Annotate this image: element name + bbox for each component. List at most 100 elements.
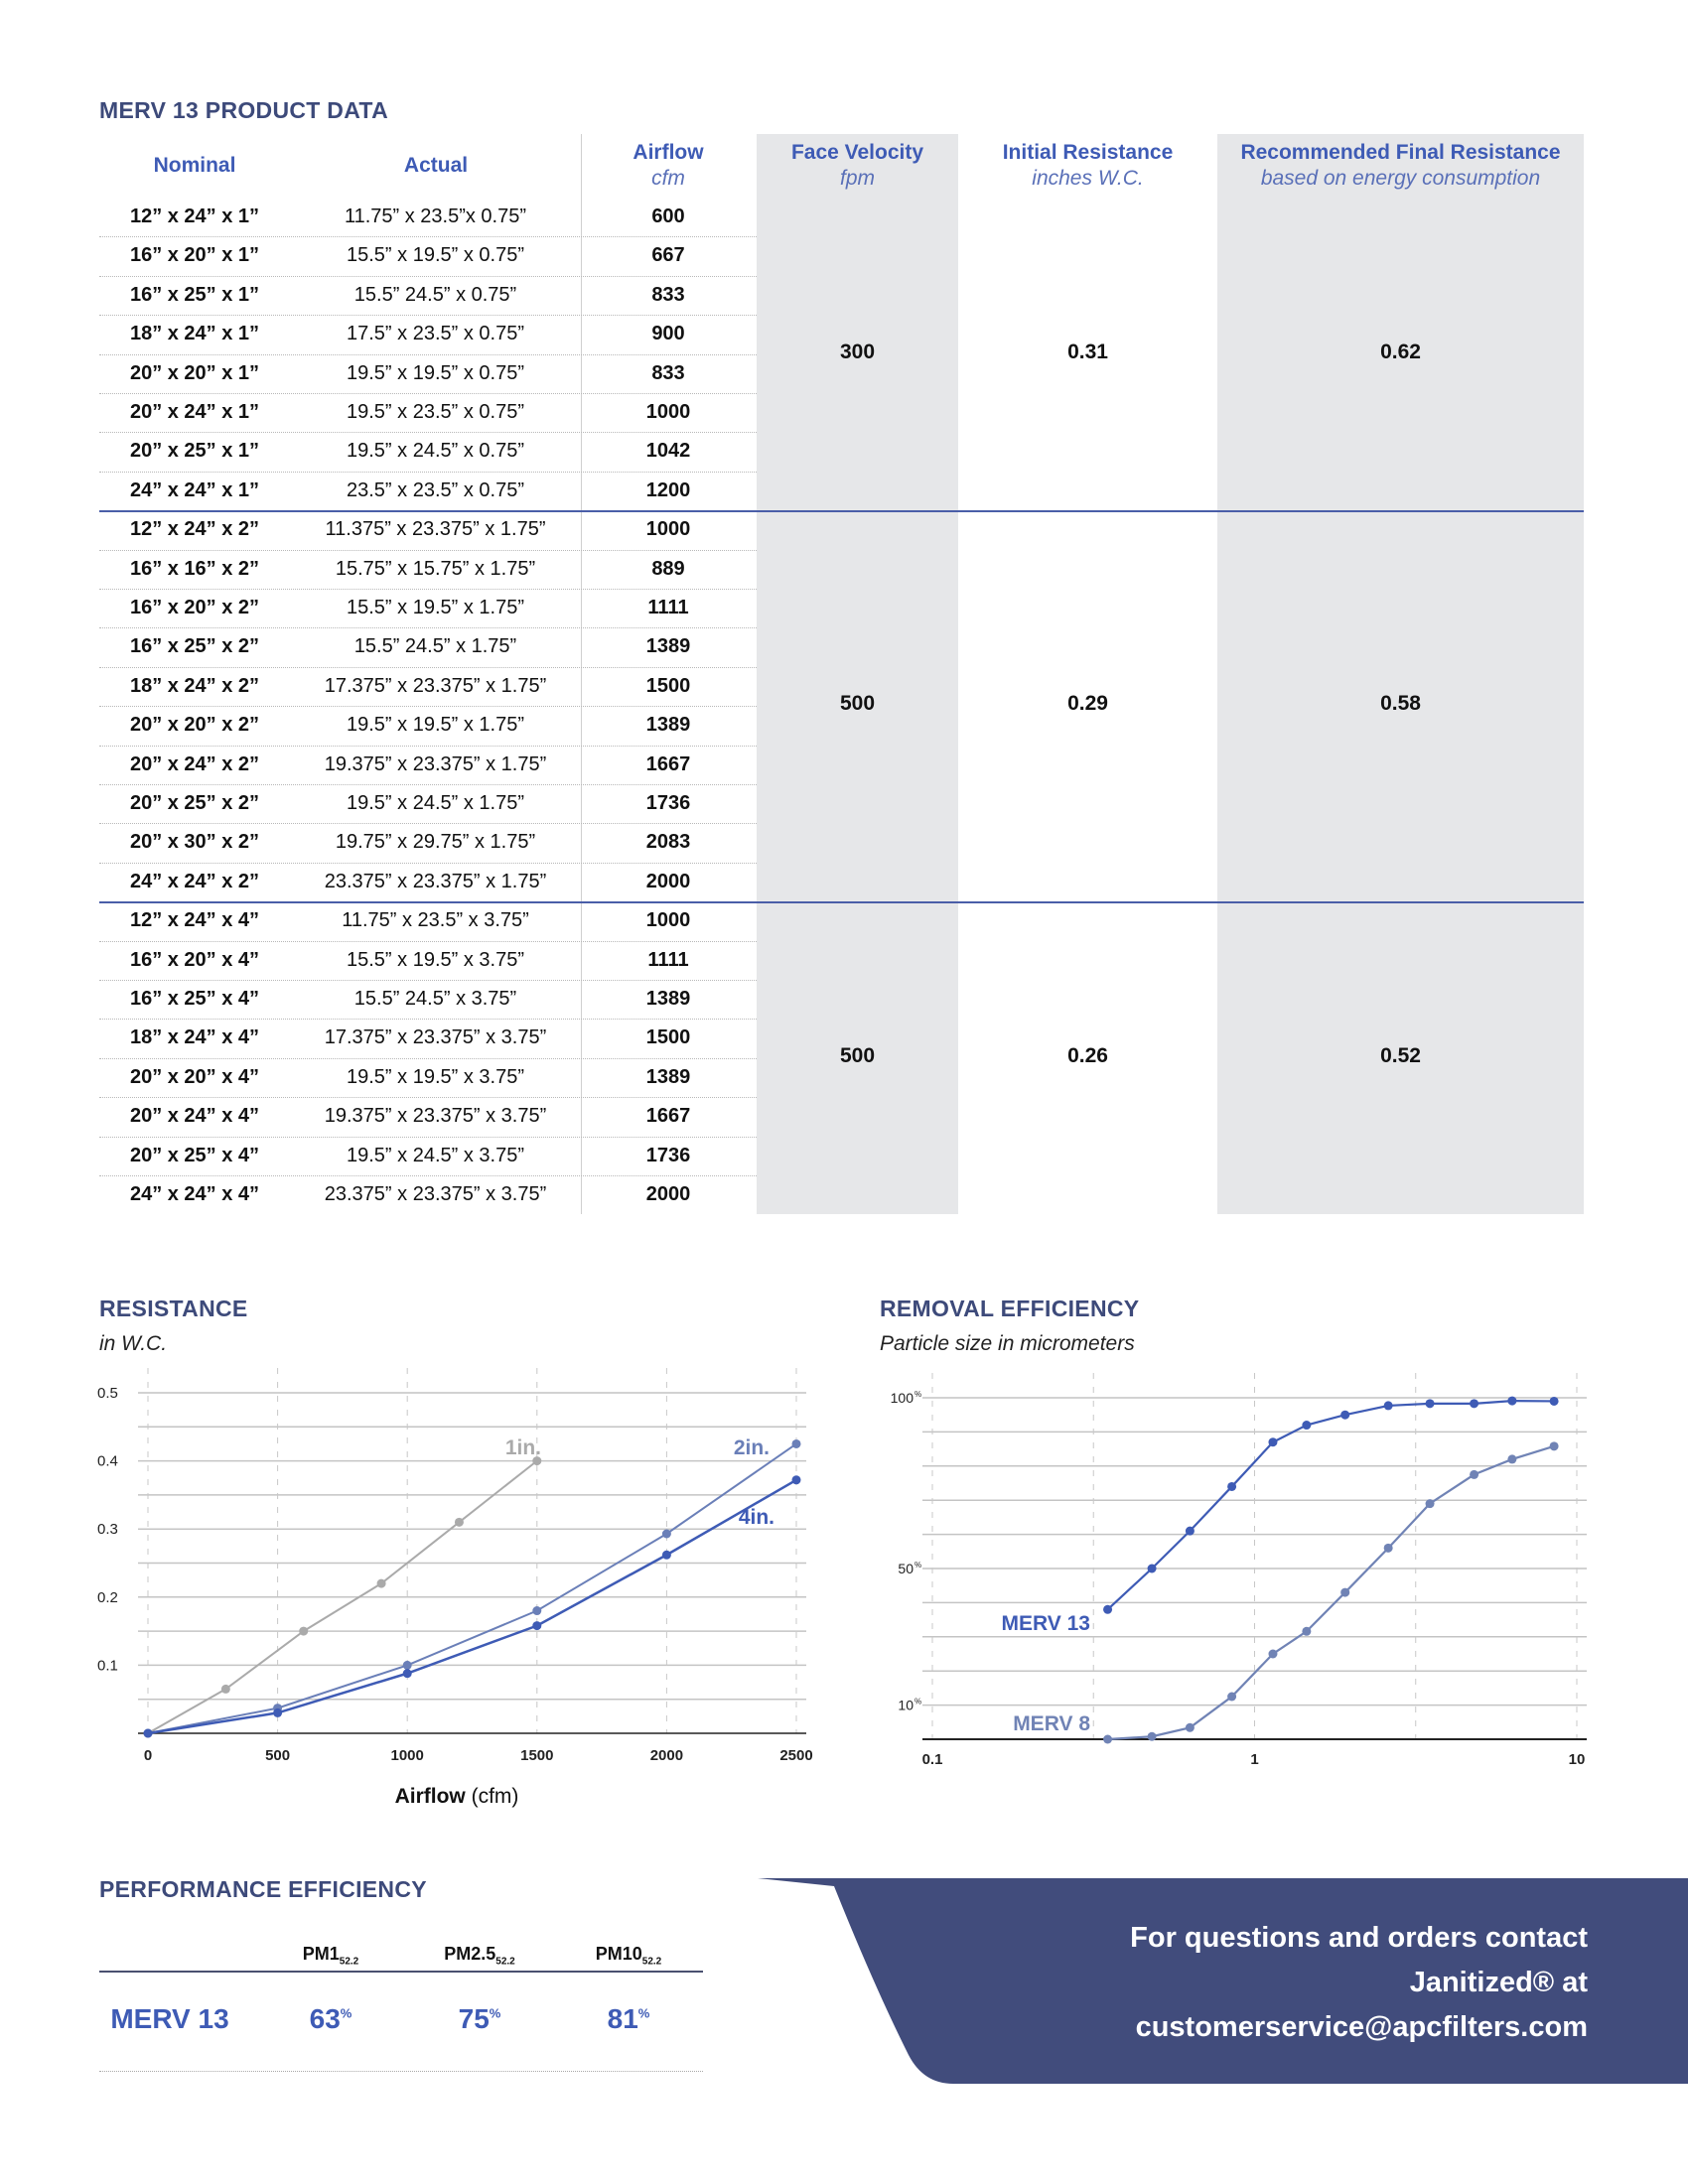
data-point xyxy=(454,1517,464,1527)
y-tick-label: 100 xyxy=(891,1390,914,1406)
data-point xyxy=(1425,1399,1435,1409)
cell-airflow: 2000 xyxy=(645,870,691,892)
group-divider xyxy=(99,510,1584,513)
cell-nominal: 12” x 24” x 2” xyxy=(129,518,260,541)
cell-actual: 11.375” x 23.375” x 1.75” xyxy=(325,518,546,541)
cell-nominal: 16” x 16” x 2” xyxy=(129,557,260,580)
cell-initial-resistance: 0.31 xyxy=(1067,340,1108,363)
column-divider xyxy=(581,134,582,1214)
data-point xyxy=(791,1475,801,1485)
data-point xyxy=(1340,1587,1350,1597)
cell-actual: 23.5” x 23.5” x 0.75” xyxy=(347,478,524,501)
performance-title: PERFORMANCE EFFICIENCY xyxy=(99,1876,427,1902)
cell-airflow: 833 xyxy=(651,361,685,384)
cell-nominal: 16” x 25” x 1” xyxy=(129,283,260,306)
data-point xyxy=(1268,1437,1278,1447)
y-tick-percent: % xyxy=(914,1390,921,1399)
cell-airflow: 1000 xyxy=(645,909,691,932)
cell-actual: 19.5” x 23.5” x 0.75” xyxy=(347,401,524,423)
cell-airflow: 1667 xyxy=(645,752,691,775)
perf-value-pm1: 63% xyxy=(271,2003,390,2035)
data-point xyxy=(1227,1481,1237,1491)
cell-actual: 11.75” x 23.5”x 0.75” xyxy=(344,205,527,227)
data-point xyxy=(532,1606,542,1616)
cell-actual: 17.5” x 23.5” x 0.75” xyxy=(347,323,524,345)
data-point xyxy=(402,1660,412,1670)
header-face-velocity-label: Face Velocity xyxy=(790,141,924,164)
cell-nominal: 20” x 25” x 2” xyxy=(129,792,260,814)
cell-nominal: 20” x 25” x 1” xyxy=(129,440,260,463)
cell-face-velocity: 300 xyxy=(839,340,876,363)
row-divider xyxy=(99,980,757,981)
x-axis-label-text: Airflow xyxy=(394,1785,466,1808)
cell-actual: 19.5” x 24.5” x 1.75” xyxy=(347,792,524,814)
row-divider xyxy=(99,940,757,942)
perf-value-pm10: 81% xyxy=(569,2003,688,2035)
cell-airflow: 1667 xyxy=(645,1105,691,1128)
percent-unit: % xyxy=(489,2005,501,2021)
row-divider xyxy=(99,666,757,668)
row-divider xyxy=(99,1057,757,1059)
cell-nominal: 20” x 30” x 2” xyxy=(129,831,260,854)
data-point xyxy=(1425,1499,1435,1509)
row-divider xyxy=(99,393,757,394)
perf-value-pm25: 75% xyxy=(420,2003,539,2035)
series-line-2in xyxy=(147,1442,797,1734)
row-divider xyxy=(99,823,757,825)
cell-actual: 19.5” x 24.5” x 3.75” xyxy=(347,1144,524,1166)
data-point xyxy=(1302,1626,1312,1636)
y-tick-percent: % xyxy=(914,1698,921,1706)
row-divider xyxy=(99,706,757,708)
cell-actual: 11.75” x 23.5” x 3.75” xyxy=(342,909,529,932)
cell-airflow: 1000 xyxy=(645,401,691,423)
x-tick-label: 2500 xyxy=(779,1747,812,1764)
x-tick-label: 0.1 xyxy=(922,1751,943,1768)
header-final-resistance-note: based on energy consumption xyxy=(1260,167,1541,190)
data-point xyxy=(1507,1396,1517,1406)
y-tick-label: 50 xyxy=(898,1561,914,1576)
contact-line-2: Janitized® at xyxy=(1409,1967,1588,1998)
cell-nominal: 16” x 20” x 2” xyxy=(129,597,260,618)
perf-col-pm10: PM1052.2 xyxy=(569,1944,688,1968)
row-divider xyxy=(99,1175,757,1176)
y-tick-label: 10 xyxy=(898,1698,914,1713)
header-initial-resistance-unit: inches W.C. xyxy=(1032,167,1144,190)
row-divider xyxy=(99,549,757,551)
cell-airflow: 2083 xyxy=(645,831,691,854)
x-axis-label-unit: (cfm) xyxy=(471,1785,519,1808)
cell-actual: 19.5” x 24.5” x 0.75” xyxy=(347,440,524,463)
data-point xyxy=(1185,1526,1195,1536)
header-airflow-unit: cfm xyxy=(651,167,685,190)
cell-actual: 19.375” x 23.375” x 3.75” xyxy=(324,1105,547,1128)
contact-line-1: For questions and orders contact xyxy=(1130,1922,1588,1954)
resistance-x-axis-label: Airflow (cfm) xyxy=(298,1785,616,1809)
row-divider xyxy=(99,862,757,864)
cell-nominal: 16” x 20” x 4” xyxy=(129,948,260,971)
y-tick-label: 0.1 xyxy=(97,1657,118,1674)
row-divider xyxy=(99,1097,757,1099)
perf-col-sub: 52.2 xyxy=(339,1956,359,1968)
cell-final-resistance: 0.58 xyxy=(1380,692,1421,716)
final-resistance-column-shade xyxy=(1217,134,1584,1214)
cell-actual: 23.375” x 23.375” x 1.75” xyxy=(324,870,547,892)
cell-initial-resistance: 0.26 xyxy=(1067,1043,1108,1067)
data-point xyxy=(299,1626,309,1636)
data-point xyxy=(1302,1421,1312,1431)
row-divider xyxy=(99,1136,757,1138)
row-divider xyxy=(99,353,757,355)
perf-col-pm25: PM2.552.2 xyxy=(420,1944,539,1968)
row-divider xyxy=(99,236,757,238)
perf-header-rule xyxy=(99,1971,703,1973)
cell-airflow: 600 xyxy=(651,205,685,227)
cell-nominal: 20” x 20” x 1” xyxy=(129,361,260,384)
row-divider xyxy=(99,432,757,434)
data-point xyxy=(273,1707,283,1717)
percent-unit: % xyxy=(340,2005,352,2021)
data-point xyxy=(1147,1564,1157,1573)
series-line-merv-8 xyxy=(1107,1444,1555,1741)
data-point xyxy=(402,1669,412,1679)
contact-email[interactable]: customerservice@apcfilters.com xyxy=(1135,2011,1588,2043)
data-point xyxy=(1470,1469,1479,1479)
x-tick-label: 0 xyxy=(144,1747,152,1764)
